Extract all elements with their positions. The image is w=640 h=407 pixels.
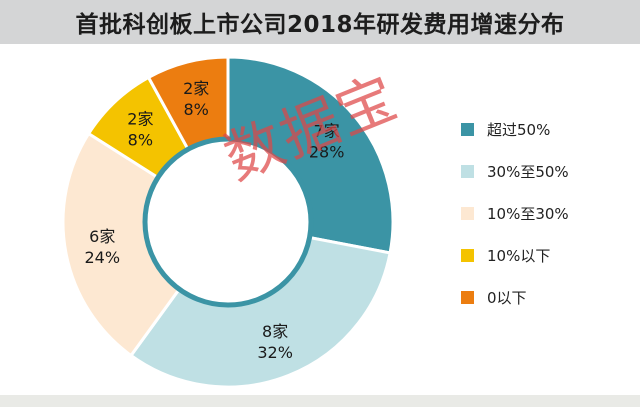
slice-count-label: 2家 (183, 79, 209, 98)
slice-count-label: 6家 (89, 227, 115, 246)
donut-slices (61, 55, 395, 389)
legend-swatch (461, 291, 474, 304)
slice-labels: 7家 28% 8家 32% 6家 24% 2家 8% 2家 8% (84, 79, 344, 362)
bottom-strip (0, 395, 640, 407)
slice-count-label: 7家 (314, 121, 340, 140)
title-bar: 首批科创板上市公司2018年研发费用增速分布 (0, 0, 640, 44)
slice-percent-label: 8% (183, 100, 208, 119)
slice-percent-label: 24% (84, 248, 120, 267)
slice-percent-label: 8% (128, 131, 153, 150)
legend-swatch (461, 123, 474, 136)
slice-percent-label: 28% (309, 142, 345, 161)
donut-hole (142, 136, 314, 308)
chart-title: 首批科创板上市公司2018年研发费用增速分布 (75, 12, 565, 38)
legend-label: 0以下 (487, 289, 527, 307)
legend-label: 10%至30% (487, 205, 569, 223)
legend-label: 30%至50% (487, 163, 569, 181)
legend-label: 10%以下 (487, 247, 550, 265)
legend: 超过50% 30%至50% 10%至30% 10%以下 0以下 (461, 121, 569, 307)
slice-count-label: 8家 (262, 322, 288, 341)
slice-count-label: 2家 (127, 110, 153, 129)
legend-swatch (461, 165, 474, 178)
slice-percent-label: 32% (257, 343, 293, 362)
legend-label: 超过50% (487, 121, 550, 139)
legend-swatch (461, 207, 474, 220)
legend-swatch (461, 249, 474, 262)
